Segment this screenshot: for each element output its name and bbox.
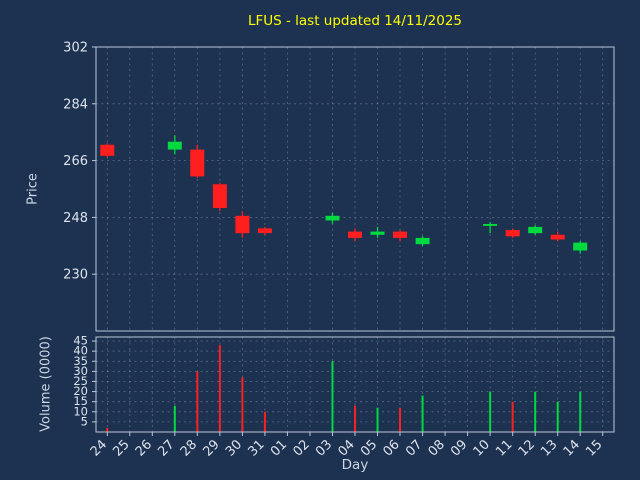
svg-text:230: 230: [63, 268, 88, 283]
svg-text:40: 40: [73, 344, 88, 358]
svg-text:25: 25: [73, 374, 88, 388]
svg-text:05: 05: [358, 437, 380, 459]
svg-text:248: 248: [63, 211, 88, 226]
svg-text:5: 5: [81, 414, 88, 428]
svg-text:302: 302: [63, 41, 88, 56]
svg-text:09: 09: [448, 437, 470, 459]
svg-text:284: 284: [63, 97, 88, 112]
svg-text:35: 35: [73, 354, 88, 368]
svg-text:11: 11: [493, 437, 515, 459]
svg-text:01: 01: [268, 437, 290, 459]
svg-text:13: 13: [538, 437, 560, 459]
svg-text:24: 24: [88, 437, 110, 459]
svg-text:45: 45: [73, 334, 88, 348]
svg-text:30: 30: [73, 364, 88, 378]
svg-text:10: 10: [471, 437, 493, 459]
day-axis-label: Day: [341, 457, 369, 473]
svg-text:28: 28: [178, 437, 200, 459]
chart-title: LFUS - last updated 14/11/2025: [247, 13, 463, 29]
svg-text:08: 08: [426, 437, 448, 459]
svg-text:10: 10: [73, 404, 88, 418]
svg-text:15: 15: [583, 437, 605, 459]
svg-text:02: 02: [291, 437, 313, 459]
svg-text:266: 266: [63, 154, 88, 169]
svg-text:26: 26: [133, 437, 155, 459]
svg-text:06: 06: [381, 437, 403, 459]
svg-text:03: 03: [313, 437, 335, 459]
svg-text:07: 07: [403, 437, 425, 459]
svg-text:30: 30: [223, 437, 245, 459]
svg-text:29: 29: [200, 437, 222, 459]
svg-text:14: 14: [561, 437, 583, 459]
svg-text:31: 31: [245, 437, 267, 459]
svg-text:25: 25: [110, 437, 132, 459]
svg-text:15: 15: [73, 394, 88, 408]
svg-text:27: 27: [155, 437, 177, 459]
svg-text:04: 04: [336, 437, 358, 459]
svg-text:12: 12: [516, 437, 538, 459]
svg-text:20: 20: [73, 384, 88, 398]
